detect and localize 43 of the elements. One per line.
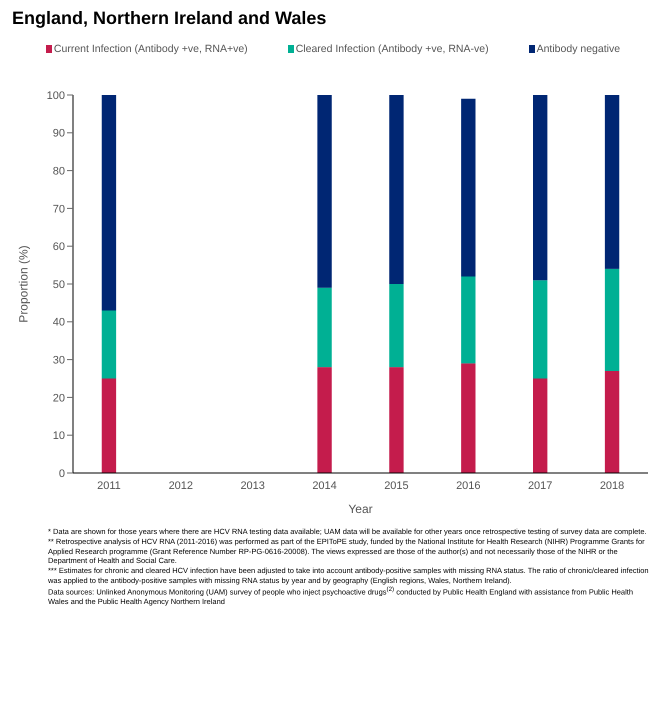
bar bbox=[604, 95, 620, 269]
legend-label: Antibody negative bbox=[536, 43, 620, 55]
x-tick-label: 2016 bbox=[456, 480, 481, 492]
x-tick-label: 2014 bbox=[312, 480, 337, 492]
bar bbox=[461, 363, 476, 473]
x-tick-label: 2011 bbox=[97, 480, 121, 492]
x-tick-label: 2013 bbox=[240, 480, 265, 492]
bar bbox=[102, 95, 116, 310]
bar bbox=[604, 370, 620, 473]
bar bbox=[389, 367, 404, 473]
y-tick-label: 90 bbox=[52, 128, 65, 140]
bar bbox=[461, 98, 476, 276]
y-tick-label: 70 bbox=[52, 203, 65, 216]
y-tick-label: 10 bbox=[52, 430, 65, 442]
x-tick-label: 2012 bbox=[168, 480, 194, 492]
chart-title: England, Northern Ireland and Wales bbox=[12, 8, 328, 29]
bar bbox=[389, 284, 404, 368]
bar bbox=[389, 95, 404, 284]
y-tick-label: 100 bbox=[46, 90, 65, 102]
bar bbox=[604, 268, 620, 371]
bar bbox=[317, 95, 332, 288]
bar bbox=[317, 367, 332, 473]
y-axis-title: Proportion (%) bbox=[16, 245, 30, 323]
y-tick-label: 60 bbox=[52, 241, 65, 254]
y-tick-label: 40 bbox=[52, 316, 65, 329]
x-tick-label: 2018 bbox=[600, 480, 624, 492]
y-tick-label: 80 bbox=[52, 166, 65, 178]
y-tick-label: 0 bbox=[58, 468, 65, 480]
bar bbox=[102, 378, 116, 473]
legend-label: Current Infection (Antibody +ve, RNA+ve) bbox=[52, 43, 248, 55]
bar bbox=[317, 288, 332, 368]
y-tick-label: 20 bbox=[52, 392, 65, 404]
legend-label: Cleared Infection (Antibody +ve, RNA-ve) bbox=[294, 43, 489, 55]
bar bbox=[533, 95, 548, 280]
x-tick-label: 2015 bbox=[384, 480, 409, 492]
bar bbox=[102, 310, 116, 378]
bar bbox=[461, 276, 476, 364]
y-tick-label: 50 bbox=[52, 278, 65, 291]
bar bbox=[533, 280, 548, 378]
y-tick-label: 30 bbox=[52, 354, 65, 367]
bar bbox=[533, 378, 548, 473]
x-axis-title: Year bbox=[348, 502, 373, 516]
x-tick-label: 2017 bbox=[528, 480, 552, 492]
